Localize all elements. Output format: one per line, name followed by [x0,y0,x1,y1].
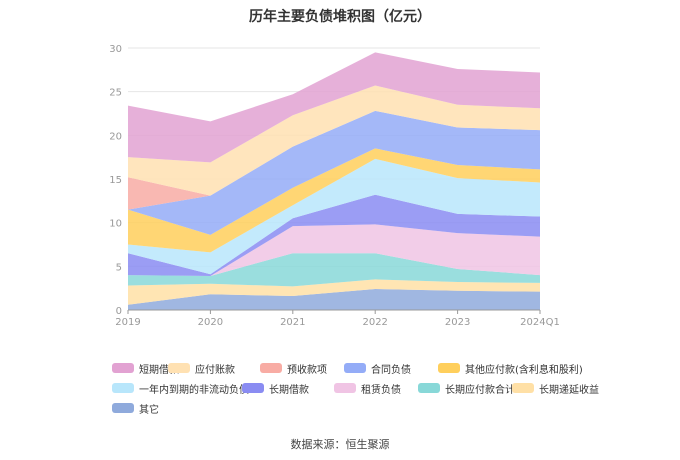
axes: 0 5 10 15 20 25 30 2019 2020 2021 2022 2023 2024Q1 [109,44,560,328]
legend: 短期借款 应付账款 预收款项 合同负债 其他应付款(含利息和股利) 一年内到期的非流动负债… [112,358,632,418]
series-area-4 [128,194,540,276]
series-area-10 [128,52,540,163]
series-area-7 [128,110,540,235]
legend-item[interactable]: 长期应付款合计 [418,381,515,396]
legend-row: 短期借款 应付账款 预收款项 合同负债 其他应付款(含利息和股利) [112,358,632,378]
legend-label: 租赁负债 [361,384,401,396]
legend-label: 预收款项 [287,364,327,376]
series-area-5 [128,158,540,275]
legend-swatch [344,363,366,373]
y-tick-label: 30 [109,44,122,55]
legend-item[interactable]: 一年内到期的非流动负债 [112,381,249,396]
y-tick-label: 0 [116,306,122,317]
series-area-1 [128,279,540,305]
legend-label: 其它 [139,404,159,416]
legend-swatch [242,383,264,393]
x-tick-label: 2019 [115,317,140,328]
area-series [128,52,540,310]
series-area-8 [128,110,540,210]
legend-label: 应付账款 [195,364,235,376]
series-area-3 [128,224,540,276]
legend-label: 长期借款 [269,384,309,396]
y-tick-label: 15 [109,175,122,186]
legend-swatch [112,383,134,393]
legend-item[interactable]: 长期递延收益 [512,381,632,396]
legend-label: 短期借款 [139,364,179,376]
y-tick-label: 20 [109,131,122,142]
legend-item[interactable]: 其他应付款(含利息和股利) [438,361,583,376]
legend-swatch [112,403,134,413]
legend-label: 长期应付款合计 [445,384,515,396]
legend-label: 长期递延收益 [539,384,599,396]
series-area-2 [128,253,540,287]
y-tick-label: 25 [109,88,122,99]
legend-row: 一年内到期的非流动负债 长期借款 租赁负债 长期应付款合计 长期递延收益 [112,378,632,398]
y-tick-label: 10 [109,219,122,230]
legend-label: 合同负债 [371,364,411,376]
legend-item[interactable]: 长期借款 [242,381,334,396]
legend-swatch [438,363,460,373]
x-tick-label: 2023 [445,317,470,328]
legend-item[interactable]: 预收款项 [260,361,344,376]
legend-swatch [260,363,282,373]
legend-label: 其他应付款(含利息和股利) [465,364,583,376]
chart-title: 历年主要负债堆积图（亿元） [249,9,431,25]
legend-item[interactable]: 短期借款 [112,361,179,376]
legend-swatch [512,383,534,393]
legend-item[interactable]: 其它 [112,401,168,416]
series-area-9 [128,85,540,196]
legend-item[interactable]: 合同负债 [344,361,438,376]
legend-item[interactable]: 应付账款 [168,361,260,376]
y-tick-label: 5 [116,262,122,273]
legend-swatch [168,363,190,373]
series-area-6 [128,148,540,253]
legend-swatch [334,383,356,393]
legend-swatch [112,363,134,373]
source-note: 数据来源：恒生聚源 [290,438,390,451]
x-tick-label: 2020 [198,317,223,328]
legend-label: 一年内到期的非流动负债 [139,384,249,396]
x-tick-label: 2024Q1 [520,317,560,328]
legend-item[interactable]: 租赁负债 [334,381,418,396]
series-area-0 [128,289,540,310]
x-tick-label: 2022 [362,317,387,328]
legend-swatch [418,383,440,393]
legend-row: 其它 [112,398,632,418]
x-tick-label: 2021 [280,317,305,328]
